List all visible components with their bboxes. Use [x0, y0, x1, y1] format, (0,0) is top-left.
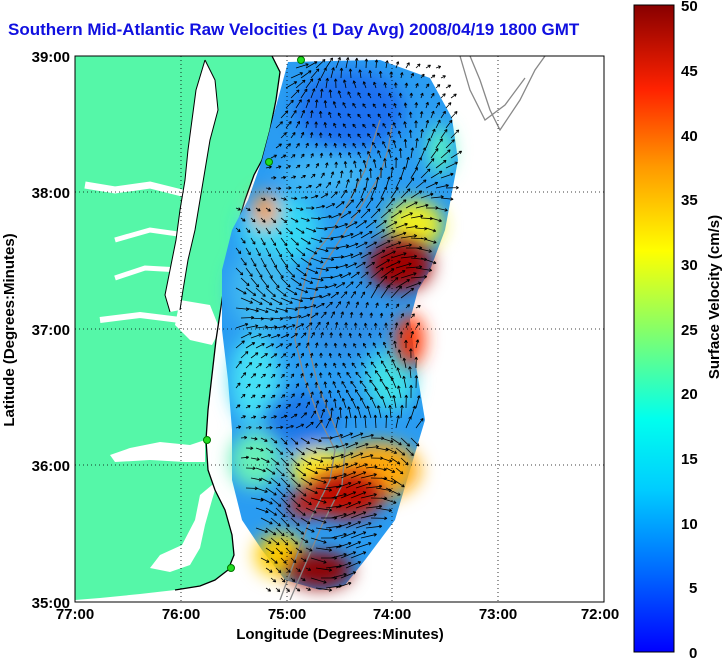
plot-frame	[74, 55, 605, 603]
station-marker	[297, 56, 305, 64]
colorbar-tick: 50	[681, 0, 698, 15]
colorbar: 50 45 40 35 30 25 20 15 10 5 0 Surface V…	[633, 0, 723, 659]
colorbar-tick: 25	[681, 322, 698, 339]
x-tick-label: 73:00	[479, 606, 517, 623]
y-tick-label: 37:00	[32, 322, 70, 339]
colorbar-tick: 45	[681, 63, 698, 80]
bay-shoreline	[164, 59, 219, 313]
x-axis-label: Longitude (Degrees:Minutes)	[236, 626, 444, 643]
colorbar-tick: 40	[681, 128, 698, 145]
x-tick-label: 76:00	[162, 606, 200, 623]
colorbar-tick: 30	[681, 257, 698, 274]
river-potomac	[84, 181, 191, 199]
station-marker	[227, 564, 235, 572]
x-tick-label: 75:00	[268, 606, 306, 623]
y-tick-label: 35:00	[32, 595, 70, 612]
colorbar-tick: 35	[681, 192, 698, 209]
y-tick-label: 39:00	[32, 49, 70, 66]
river-james	[99, 311, 181, 323]
y-tick-label: 38:00	[32, 185, 70, 202]
station-marker	[265, 158, 273, 166]
radar-stations	[203, 56, 305, 572]
x-tick-label: 77:00	[56, 606, 94, 623]
velocity-vectors	[235, 56, 463, 593]
y-axis-label: Latitude (Degrees:Minutes)	[1, 233, 18, 426]
river-rappahannock	[114, 227, 186, 243]
river-york	[114, 265, 181, 281]
y-tick-label: 36:00	[32, 458, 70, 475]
x-tick-label: 74:00	[373, 606, 411, 623]
colorbar-gradient	[633, 4, 675, 653]
grid-lines	[75, 56, 604, 602]
colorbar-tick: 15	[681, 451, 698, 468]
chesapeake-bay	[165, 60, 218, 312]
colorbar-tick: 20	[681, 386, 698, 403]
velocity-arrow-set	[235, 56, 463, 593]
colorbar-tick: 5	[689, 580, 697, 597]
x-tick-label: 72:00	[581, 606, 619, 623]
map-title: Southern Mid-Atlantic Raw Velocities (1 …	[8, 20, 580, 39]
station-marker	[203, 436, 211, 444]
colorbar-tick: 10	[681, 516, 698, 533]
colorbar-tick: 0	[689, 645, 697, 659]
x-axis: 77:00 76:00 75:00 74:00 73:00 72:00 Long…	[56, 606, 619, 643]
pamlico-sound	[150, 480, 218, 572]
chesapeake-mouth	[175, 300, 220, 345]
land-mass	[75, 56, 280, 600]
colorbar-label: Surface Velocity (cm/s)	[706, 215, 723, 379]
y-axis: 39:00 38:00 37:00 36:00 35:00 Latitude (…	[1, 49, 70, 612]
